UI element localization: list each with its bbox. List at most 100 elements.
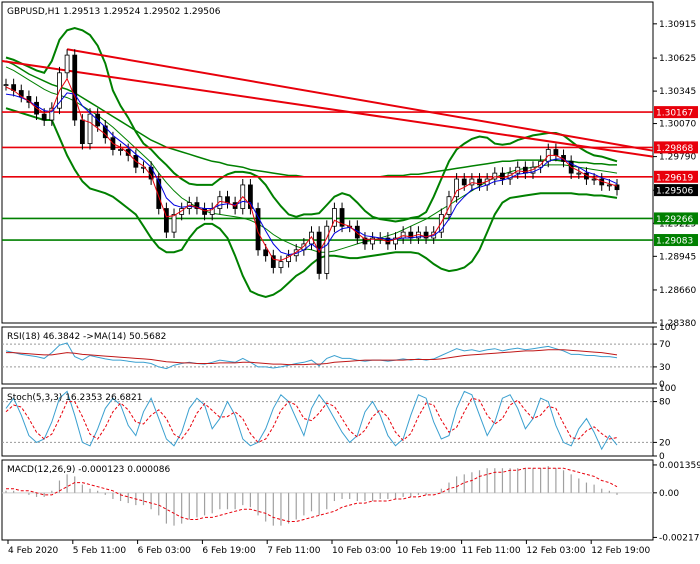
candle-body — [225, 196, 230, 204]
level-label: 1.29266 — [656, 215, 693, 225]
pane-frame-macd — [1, 459, 654, 541]
level-label-box — [654, 234, 698, 247]
candle-body — [461, 178, 467, 186]
candle-body — [118, 149, 123, 151]
x-tick-label: 5 Feb 11:00 — [73, 546, 127, 556]
candle-body — [332, 208, 337, 227]
candle-body — [263, 249, 269, 257]
x-tick-label: 10 Feb 03:00 — [332, 546, 391, 556]
price-tick-label: 1.28945 — [659, 252, 696, 262]
rsi-tick-label: 100 — [659, 323, 676, 333]
candle-body — [64, 54, 70, 74]
x-tick-label: 6 Feb 03:00 — [138, 546, 192, 556]
level-label: 1.29619 — [656, 173, 693, 183]
candle-body — [255, 208, 261, 251]
candle-body — [469, 178, 475, 186]
stoch-d-line — [5, 397, 618, 444]
stoch-label: Stoch(5,3,3) 16.2353 26.6821 — [7, 393, 142, 403]
macd-signal-line — [6, 467, 618, 522]
macd-tick-label: -0.002174 — [659, 533, 700, 543]
candle-body — [270, 255, 276, 268]
candle-body — [370, 237, 376, 245]
stoch-tick-label: 20 — [659, 438, 671, 448]
macd-tick-label: 0.001359 — [659, 461, 700, 471]
chart-title: GBPUSD,H1 1.29513 1.29524 1.29502 1.2950… — [7, 7, 221, 17]
candle-body — [500, 172, 505, 180]
x-tick-label: 6 Feb 19:00 — [202, 546, 256, 556]
stoch-tick-label: 80 — [659, 398, 671, 408]
price-tick-label: 1.30070 — [659, 120, 696, 130]
level-label-box — [654, 184, 698, 197]
stoch-tick-label: 0 — [659, 452, 665, 462]
candle-body — [492, 172, 498, 180]
candle-body — [87, 113, 93, 145]
candle-body — [49, 107, 55, 121]
rsi-label: RSI(18) 46.3842 ->MA(14) 50.5682 — [7, 332, 166, 342]
candle-body — [286, 255, 291, 263]
candle-body — [72, 54, 78, 121]
candle-body — [515, 166, 521, 174]
candle-body — [553, 149, 559, 156]
pane-frame-stoch — [1, 387, 654, 457]
level-label: 1.29083 — [656, 237, 693, 247]
candle-body — [3, 84, 9, 87]
candle-body — [454, 178, 460, 198]
ma-fast-line — [5, 77, 618, 262]
macd-tick-label: 0.00 — [659, 489, 679, 499]
trendline — [66, 48, 654, 152]
candle-body — [614, 184, 620, 191]
candle-body — [278, 261, 284, 268]
level-label: 1.29506 — [656, 187, 693, 197]
rsi-line — [5, 342, 618, 370]
level-label: 1.30167 — [656, 109, 693, 119]
candle-body — [202, 208, 207, 215]
x-tick-label: 10 Feb 19:00 — [397, 546, 456, 556]
candle-body — [606, 184, 612, 187]
candle-body — [79, 119, 85, 145]
level-label-box — [654, 106, 698, 119]
rsi-tick-label: 0 — [659, 380, 665, 390]
macd-label: MACD(12,26,9) -0.000123 0.000086 — [7, 465, 170, 475]
price-tick-label: 1.30345 — [659, 87, 696, 97]
candle-body — [102, 125, 108, 139]
x-tick-label: 7 Feb 11:00 — [267, 546, 321, 556]
price-tick-label: 1.30915 — [659, 20, 696, 30]
x-tick-label: 12 Feb 03:00 — [526, 546, 585, 556]
candle-body — [362, 237, 368, 245]
trendline — [1, 60, 654, 158]
rsi-ma-line — [6, 349, 618, 366]
candle-body — [393, 237, 398, 245]
candle-body — [41, 113, 47, 121]
x-tick-label: 12 Feb 19:00 — [591, 546, 650, 556]
rsi-tick-label: 70 — [659, 340, 671, 350]
candle-body — [217, 196, 223, 209]
pane-frame-rsi — [1, 326, 654, 385]
candle-body — [194, 202, 200, 209]
candle-body — [576, 172, 582, 175]
level-label-box — [654, 170, 698, 183]
candle-body — [339, 208, 345, 227]
bollinger-upper-line — [5, 26, 618, 223]
price-tick-label: 1.29790 — [659, 153, 696, 163]
candle-body — [247, 184, 253, 209]
candle-body — [477, 178, 482, 186]
candle-body — [324, 225, 330, 274]
price-tick-label: 1.28660 — [659, 286, 696, 296]
candle-body — [156, 178, 162, 209]
stoch-tick-label: 100 — [659, 384, 676, 394]
candle-body — [446, 196, 452, 215]
x-tick-label: 11 Feb 11:00 — [462, 546, 521, 556]
price-tick-label: 1.30625 — [659, 54, 696, 64]
level-label-box — [654, 141, 698, 154]
x-tick-label: 4 Feb 2020 — [8, 546, 59, 556]
candle-body — [423, 231, 429, 239]
bollinger-lower-line — [5, 107, 618, 299]
level-label: 1.29868 — [656, 144, 693, 154]
rsi-tick-label: 30 — [659, 363, 671, 373]
candle-body — [171, 214, 177, 233]
price-tick-label: 1.28380 — [659, 319, 696, 329]
candle-body — [163, 208, 169, 233]
stoch-k-line — [5, 390, 618, 451]
